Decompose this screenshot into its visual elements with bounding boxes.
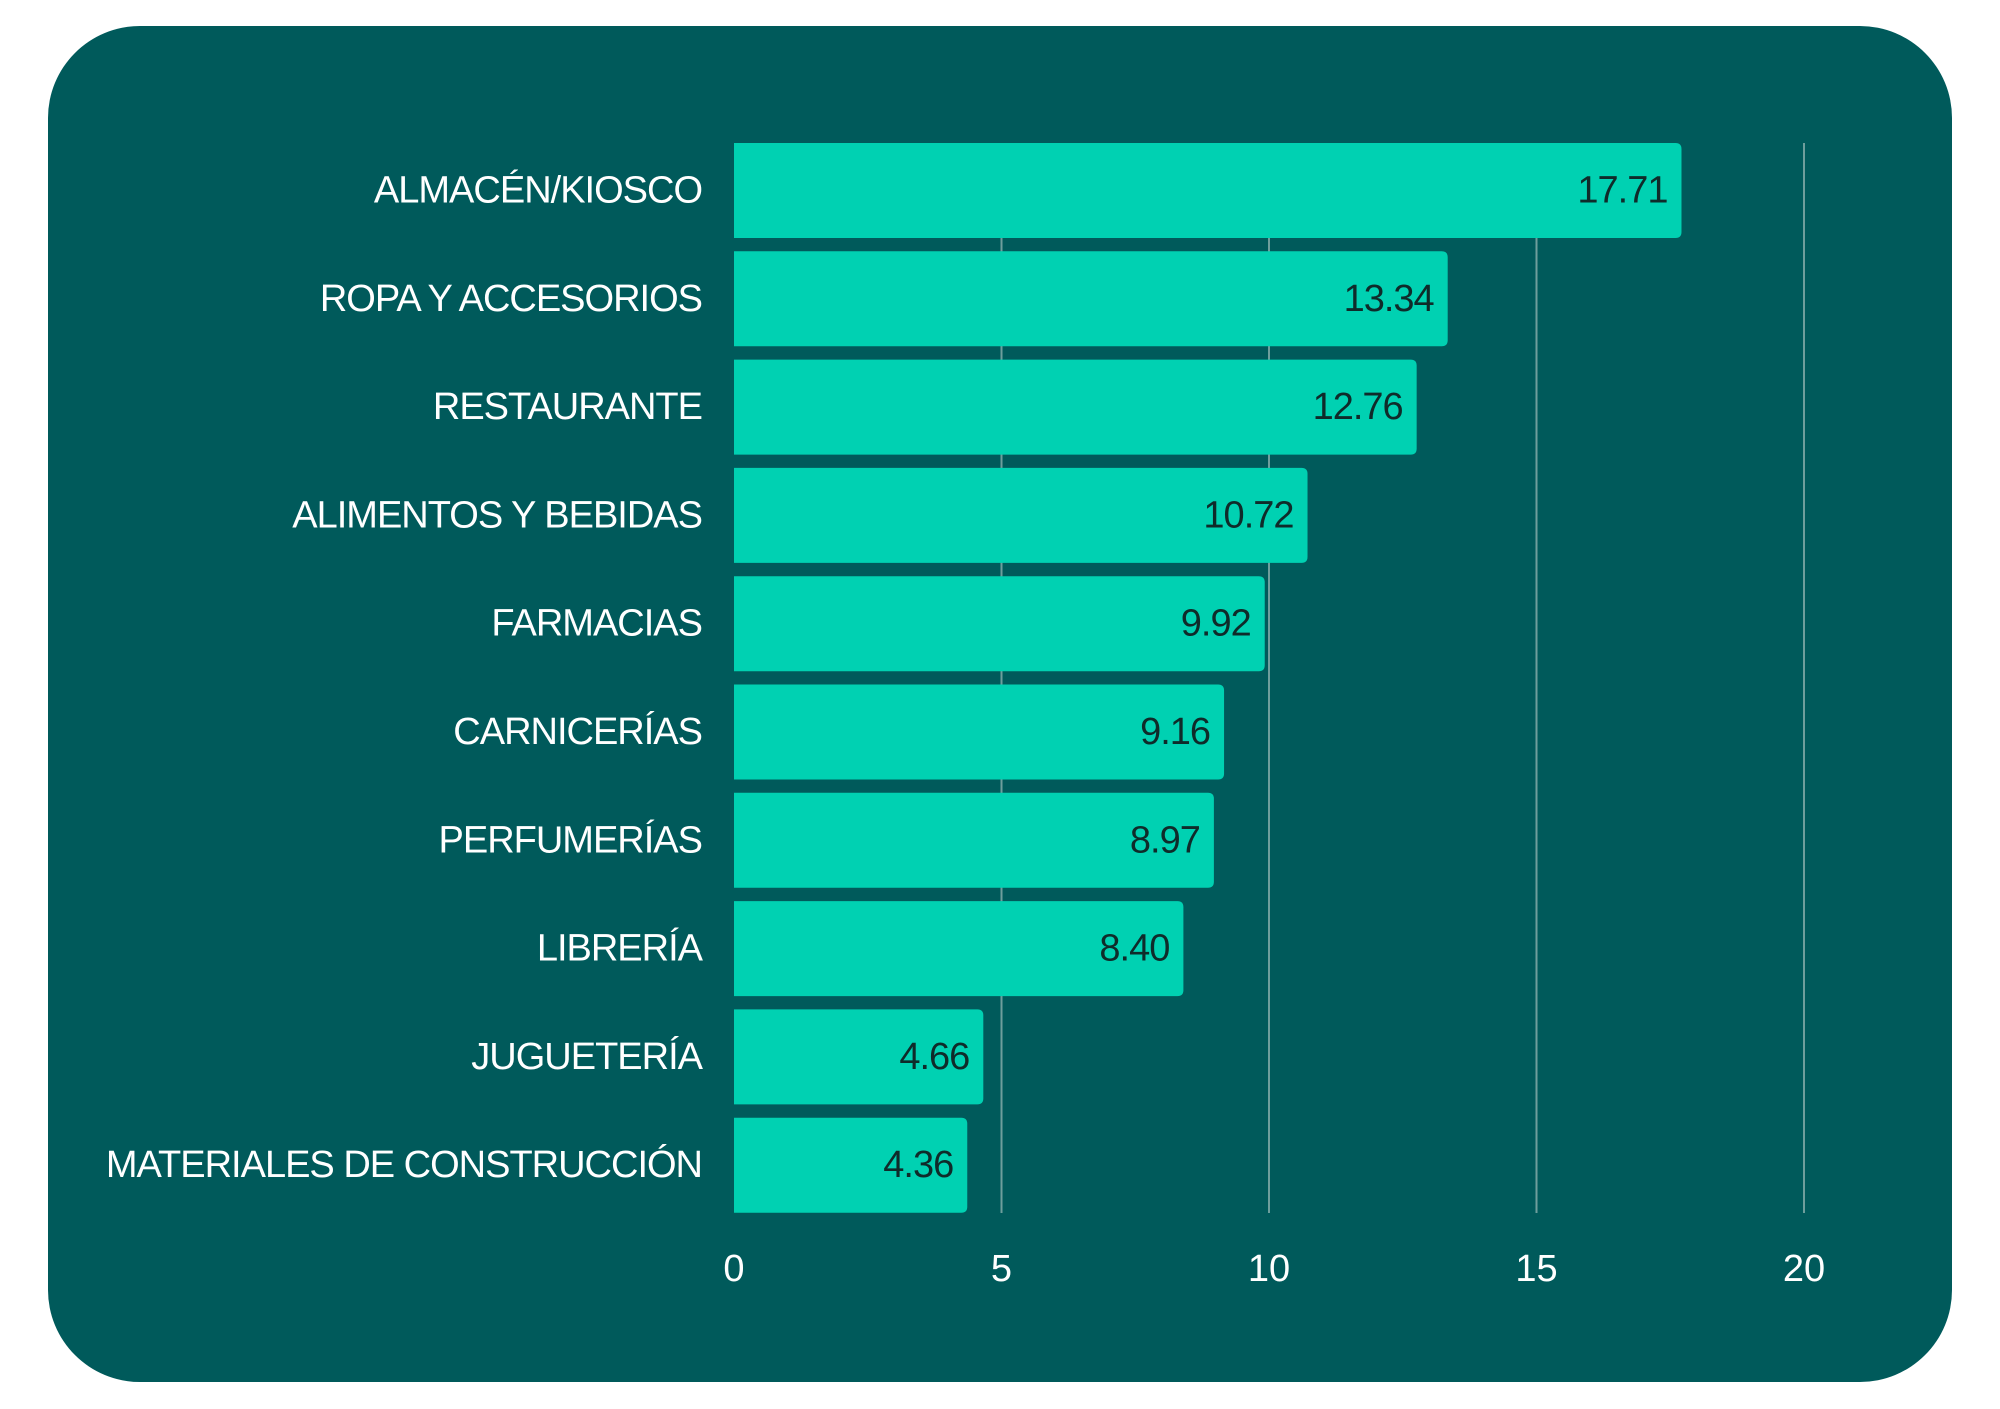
category-label: PERFUMERÍAS — [439, 818, 702, 861]
bar-1 — [734, 251, 1448, 346]
category-label: LIBRERÍA — [537, 927, 704, 970]
value-label: 13.34 — [1344, 278, 1435, 320]
category-label: ROPA Y ACCESORIOS — [320, 278, 702, 320]
x-tick-label: 20 — [1783, 1248, 1825, 1290]
value-label: 4.66 — [899, 1036, 969, 1078]
category-label: FARMACIAS — [491, 603, 702, 645]
bar-0 — [734, 143, 1681, 238]
category-label: RESTAURANTE — [433, 386, 702, 428]
value-label: 8.40 — [1099, 928, 1169, 970]
value-label: 12.76 — [1313, 386, 1403, 428]
x-tick-label: 5 — [991, 1248, 1012, 1290]
category-label: CARNICERÍAS — [453, 710, 702, 753]
value-label: 4.36 — [883, 1144, 953, 1186]
value-label: 17.71 — [1577, 170, 1667, 212]
bar-chart: ALMACÉN/KIOSCO ROPA Y ACCESORIOS RESTAURAN… — [48, 26, 1952, 1382]
category-label: ALIMENTOS Y BEBIDAS — [292, 494, 702, 536]
value-label: 10.72 — [1203, 494, 1293, 536]
category-label: JUGUETERÍA — [471, 1035, 703, 1078]
category-label: MATERIALES DE CONSTRUCCIÓN — [106, 1143, 702, 1186]
value-label: 9.16 — [1140, 711, 1210, 753]
value-label: 9.92 — [1181, 603, 1251, 645]
chart-card: ALMACÉN/KIOSCO ROPA Y ACCESORIOS RESTAURAN… — [48, 26, 1952, 1382]
x-tick-label: 0 — [723, 1248, 744, 1290]
x-tick-label: 15 — [1515, 1248, 1557, 1290]
value-label: 8.97 — [1130, 819, 1200, 861]
category-label: ALMACÉN/KIOSCO — [374, 169, 702, 212]
x-tick-label: 10 — [1248, 1248, 1290, 1290]
